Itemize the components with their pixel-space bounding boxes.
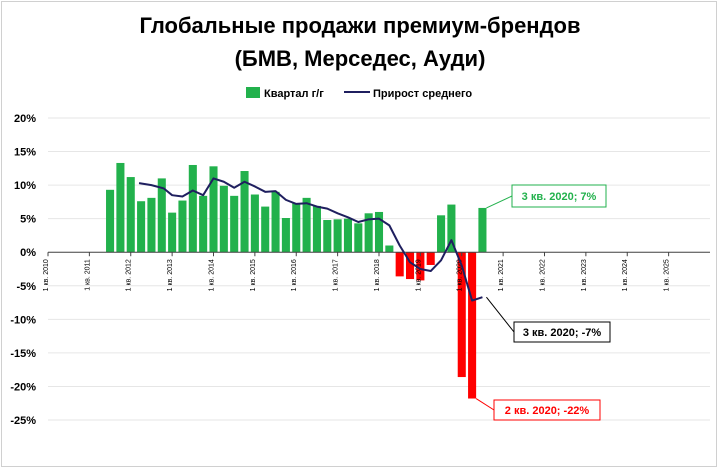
x-tick-label: 1 кв. 2012 [126, 259, 133, 291]
y-tick-label: 5% [20, 214, 36, 226]
callout-box [513, 321, 611, 343]
y-tick-label: -5% [16, 281, 36, 293]
bar [478, 207, 487, 253]
bar [457, 252, 466, 378]
bar [333, 219, 342, 253]
bar [261, 206, 270, 253]
bar [385, 245, 394, 253]
bar [106, 189, 115, 253]
bar [292, 203, 301, 253]
y-tick-label: 15% [14, 147, 36, 159]
chart-title: Глобальные продажи премиум-брендов [139, 13, 580, 38]
bar [168, 212, 177, 253]
bar-series [106, 162, 487, 399]
callout-leader [475, 398, 495, 411]
y-tick-label: -15% [10, 348, 36, 360]
bar [271, 191, 280, 253]
bar [374, 211, 384, 253]
y-tick-label: -25% [10, 415, 36, 427]
bar [188, 164, 197, 253]
bar [250, 194, 259, 253]
legend-bar-label: Квартал г/г [264, 88, 324, 100]
bar [126, 177, 135, 253]
x-tick-label: 1 кв. 2019 [415, 259, 422, 291]
bar [364, 213, 373, 253]
bar [468, 252, 477, 399]
x-tick-label: 1 кв. 2013 [167, 259, 174, 291]
callout-label: 2 кв. 2020; -22% [505, 405, 590, 417]
line-series [138, 177, 483, 302]
bar [157, 178, 166, 253]
chart-subtitle: (БМВ, Мерседес, Ауди) [235, 46, 486, 71]
bar [312, 205, 321, 253]
callout-label: 3 кв. 2020; -7% [523, 327, 602, 339]
callout-leader [486, 195, 513, 209]
x-tick-label: 1 кв. 2010 [43, 259, 50, 291]
bar [426, 252, 435, 265]
x-tick-label: 1 кв. 2025 [664, 259, 671, 291]
x-tick-label: 1 кв. 2014 [209, 259, 216, 291]
x-tick-label: 1 кв. 2017 [333, 259, 340, 291]
x-tick-label: 1 кв. 2011 [84, 259, 91, 291]
bar [354, 223, 363, 253]
y-tick-label: 20% [14, 113, 36, 125]
y-tick-label: -10% [10, 314, 36, 326]
bar [343, 218, 352, 253]
callout-box [511, 184, 607, 208]
bar [437, 215, 446, 253]
callout-leader [486, 296, 515, 333]
x-tick-label: 1 кв. 2021 [498, 259, 505, 291]
callout-label: 3 кв. 2020; 7% [522, 191, 597, 203]
bar [395, 252, 404, 277]
bar [447, 204, 456, 253]
callout-box [493, 399, 601, 421]
legend-bar-swatch [246, 87, 260, 98]
bar [137, 201, 146, 253]
series-line-path [138, 177, 483, 302]
y-tick-label: -20% [10, 381, 36, 393]
bar [240, 171, 249, 253]
x-tick-label: 1 кв. 2024 [622, 259, 629, 291]
bar [281, 218, 290, 253]
x-tick-label: 1 кв. 2020 [457, 259, 464, 291]
y-tick-label: 10% [14, 180, 36, 192]
bar [406, 252, 415, 280]
bar [323, 220, 332, 253]
bar [116, 162, 125, 253]
bar [302, 197, 311, 253]
bar [416, 252, 425, 281]
x-tick-label: 1 кв. 2022 [540, 259, 547, 291]
bar [230, 195, 239, 253]
legend-line-label: Прирост среднего [373, 88, 472, 100]
bar [199, 195, 208, 253]
x-tick-label: 1 кв. 2015 [250, 259, 257, 291]
bar [219, 185, 228, 253]
x-tick-label: 1 кв. 2023 [581, 259, 588, 291]
y-axis: 20% 15% 10% 5% 0% -5% -10% -15% -20% -25% [10, 113, 36, 427]
legend: Квартал г/г Прирост среднего [246, 87, 472, 100]
bar [209, 166, 218, 253]
bar [147, 197, 156, 253]
x-tick-label: 1 кв. 2016 [291, 259, 298, 291]
y-tick-label: 0% [20, 247, 36, 259]
callouts: 3 кв. 2020; 7% 3 кв. 2020; -7% 2 кв. 2020;… [475, 184, 611, 421]
x-axis: 1 кв. 2010 1 кв. 2011 1 кв. 2012 1 кв. 2013… [43, 252, 671, 291]
bar [178, 200, 187, 253]
x-tick-label: 1 кв. 2018 [374, 259, 381, 291]
